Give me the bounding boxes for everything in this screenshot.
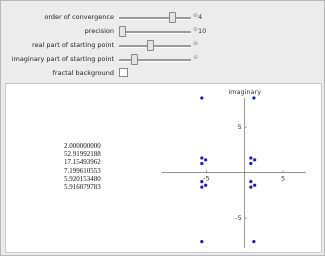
checkbox-label: fractal background <box>52 69 114 77</box>
expand-button[interactable]: ⊕ <box>193 40 199 47</box>
control-label: real part of starting point <box>32 41 114 49</box>
output-value: 17.15493962 <box>64 158 101 167</box>
point <box>249 161 253 166</box>
slider-thumb[interactable] <box>119 26 126 37</box>
output-pane: 2.000000000 52.91992188 17.15493962 7.19961… <box>5 83 322 253</box>
point <box>200 96 204 100</box>
checkbox[interactable] <box>119 68 128 77</box>
control-label: order of convergence <box>44 13 114 21</box>
point <box>200 180 204 184</box>
point <box>253 158 257 162</box>
slider[interactable] <box>119 40 191 51</box>
expand-button[interactable]: ⊕ <box>193 12 199 19</box>
slider[interactable] <box>119 54 191 65</box>
expand-button[interactable]: ⊕ <box>193 26 199 33</box>
x-tick-label: -5 <box>203 175 209 183</box>
point <box>200 185 204 189</box>
output-value: 52.91992188 <box>64 150 101 159</box>
point <box>249 185 253 189</box>
point <box>200 240 204 244</box>
slider[interactable] <box>119 26 191 37</box>
point <box>249 156 253 160</box>
point <box>204 183 208 187</box>
slider-thumb[interactable] <box>169 12 176 23</box>
point <box>252 240 256 244</box>
output-value: 5.916079783 <box>64 183 101 192</box>
point <box>252 96 256 100</box>
point <box>249 180 253 184</box>
x-tick-label: 5 <box>281 175 285 183</box>
point <box>253 183 257 187</box>
point <box>204 158 208 162</box>
slider[interactable] <box>119 12 191 23</box>
output-list: 2.000000000 52.91992188 17.15493962 7.19961… <box>64 142 101 191</box>
y-tick-label: 5 <box>238 123 242 131</box>
slider-thumb[interactable] <box>131 54 138 65</box>
control-label: precision <box>84 27 114 35</box>
output-value: 2.000000000 <box>64 142 101 150</box>
plot: imaginary -5 5 -5 5 <box>162 88 306 248</box>
output-value: 7.199610553 <box>64 166 101 175</box>
control-value: 4 <box>198 13 203 21</box>
control-value: 10 <box>198 27 207 35</box>
point <box>200 156 204 160</box>
control-label: imaginary part of starting point <box>11 55 114 63</box>
output-value: 5.920153480 <box>64 174 101 183</box>
expand-button[interactable]: ⊕ <box>193 54 199 61</box>
y-axis-label: imaginary <box>228 88 261 96</box>
y-tick-label: -5 <box>235 214 241 222</box>
point <box>200 161 204 166</box>
slider-thumb[interactable] <box>147 40 154 51</box>
